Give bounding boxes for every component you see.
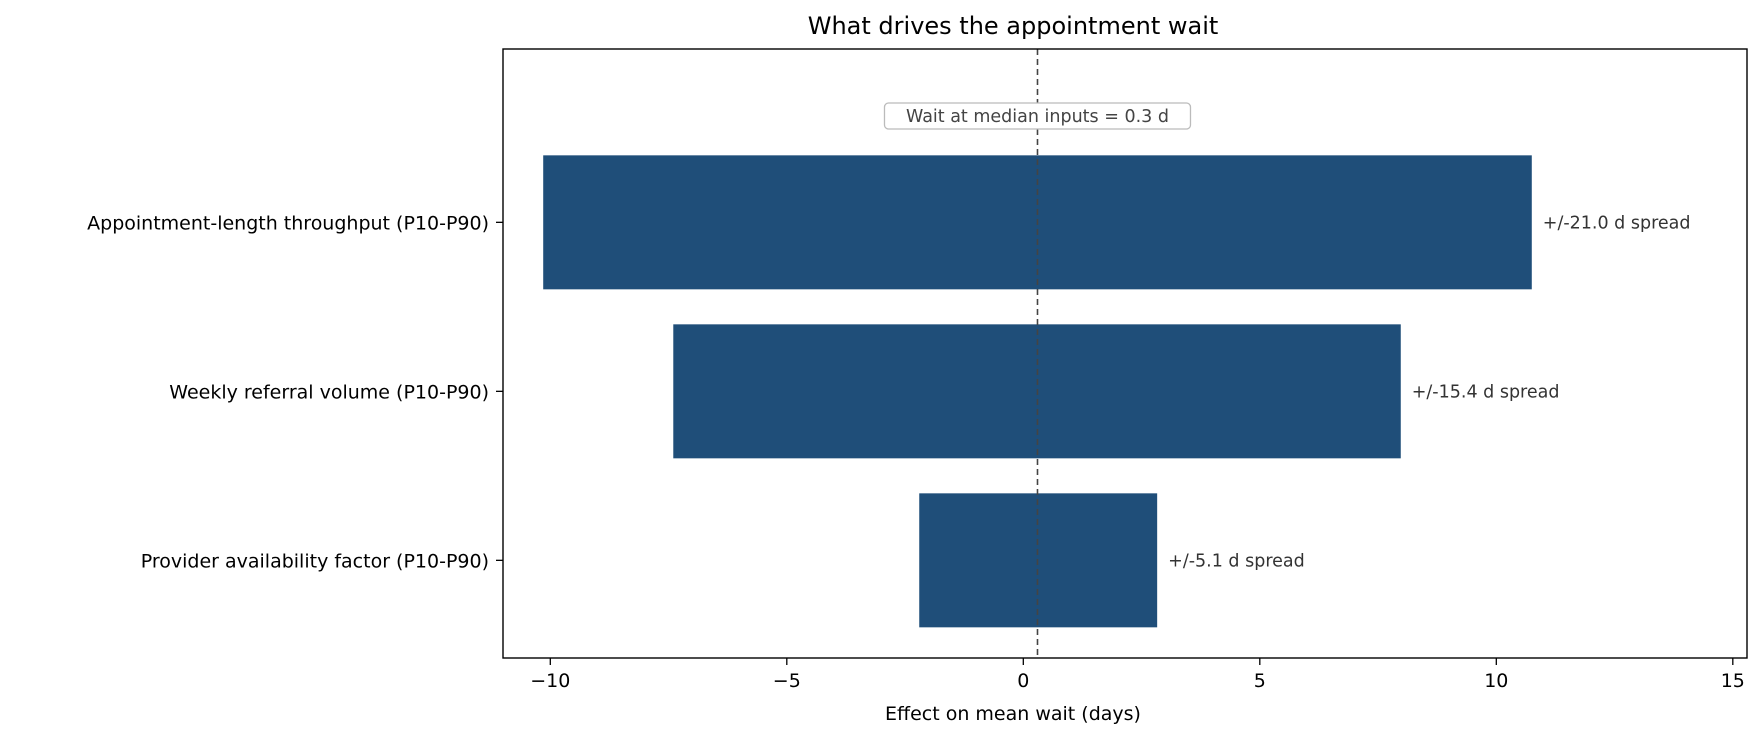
chart-title: What drives the appointment wait	[808, 12, 1219, 40]
baseline-annotation-box	[883, 102, 1192, 130]
plot-area: Appointment-length throughput (P10-P90) +…	[87, 48, 1748, 692]
x-tick-label: 0	[1017, 670, 1029, 692]
x-tick-label: 10	[1484, 670, 1508, 692]
x-tick-label: 5	[1254, 670, 1266, 692]
spread-label: +/-15.4 d spread	[1412, 382, 1560, 402]
x-tick-label: −5	[773, 670, 801, 692]
x-tick-label: 15	[1721, 670, 1745, 692]
spread-label: +/-21.0 d spread	[1543, 213, 1691, 233]
x-tick-label: −10	[530, 670, 570, 692]
category-label: Appointment-length throughput (P10-P90)	[87, 212, 489, 234]
category-label: Provider availability factor (P10-P90)	[141, 550, 489, 572]
spread-label: +/-5.1 d spread	[1168, 551, 1305, 571]
plot-frame	[502, 48, 1748, 659]
baseline-annotation: Wait at median inputs = 0.3 d	[906, 107, 1169, 127]
x-axis-label: Effect on mean wait (days)	[885, 703, 1141, 725]
category-label: Weekly referral volume (P10-P90)	[169, 381, 489, 403]
